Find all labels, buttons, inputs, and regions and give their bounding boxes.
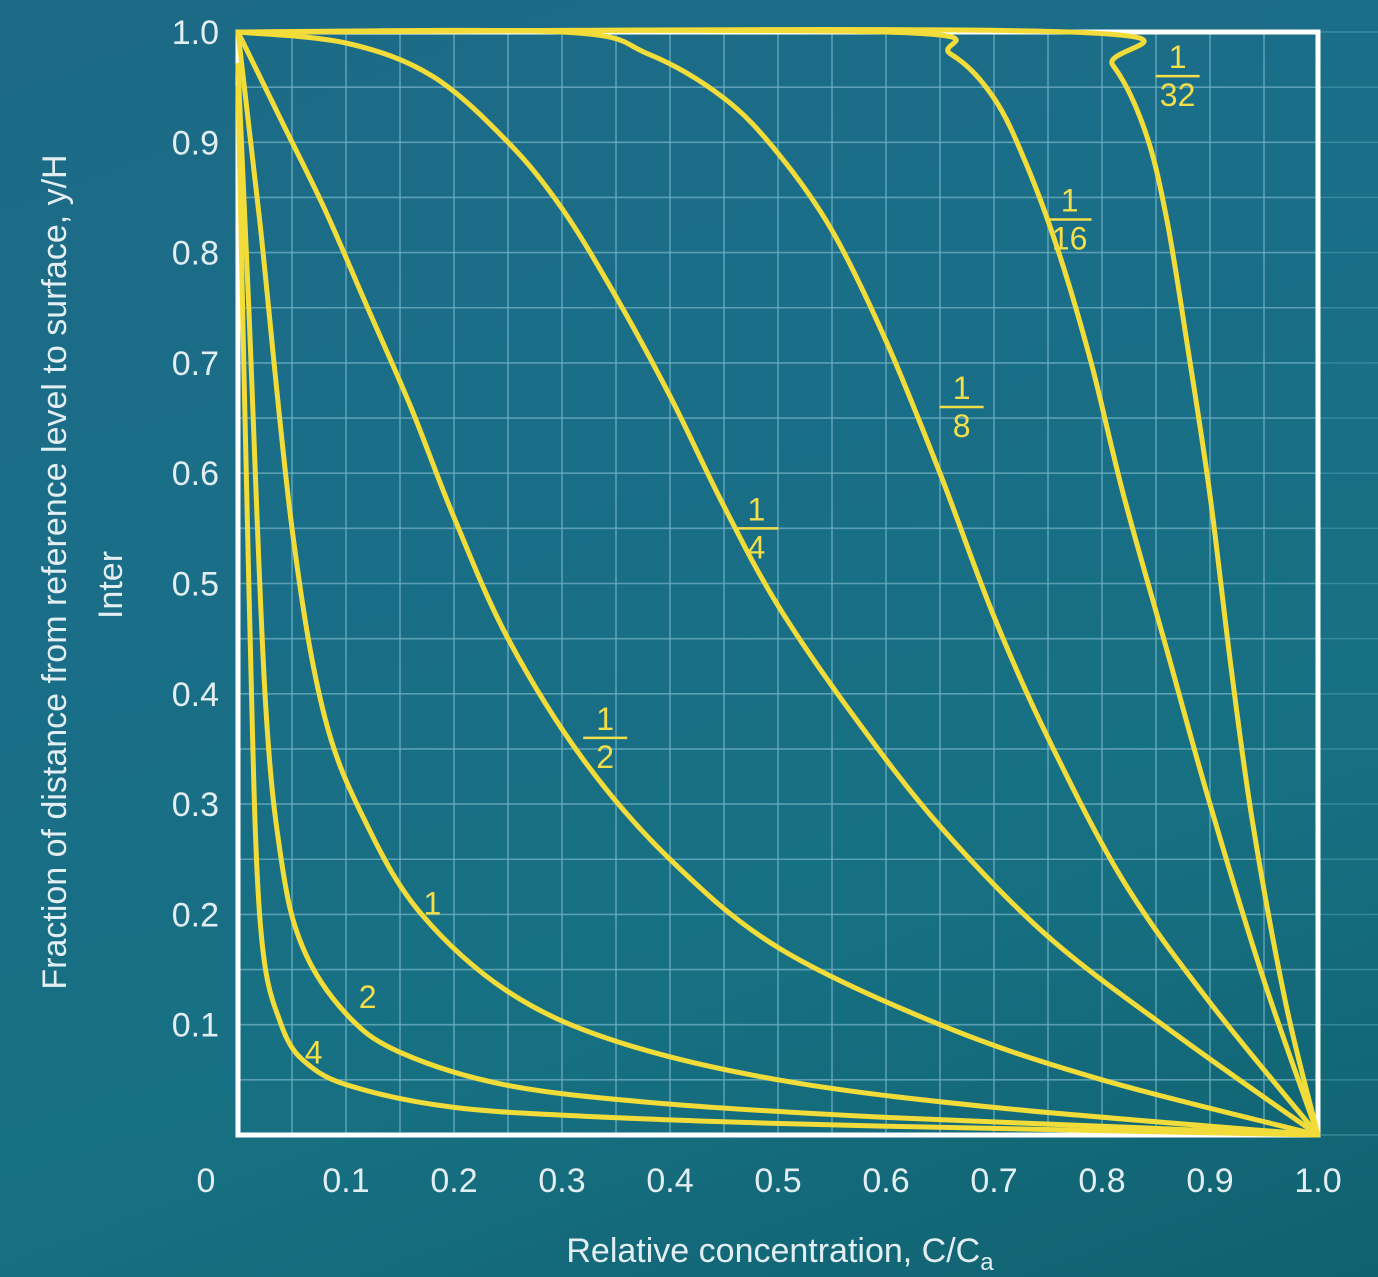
- y-tick-label: 0.1: [172, 1007, 219, 1045]
- y-tick-label: 0.5: [172, 566, 219, 604]
- curve-label-1-over-32: 132: [1155, 39, 1200, 113]
- curve-label-1: 1: [424, 885, 442, 921]
- x-tick-labels: 0 0.1 0.2 0.3 0.4 0.5 0.6 0.7 0.8 0.9 1.0: [197, 1162, 1342, 1200]
- y-tick-label: 0.7: [172, 345, 219, 383]
- curve-label-2: 2: [359, 979, 377, 1015]
- curve-label-numerator: 1: [1061, 183, 1079, 219]
- curve-label-1-over-2: 12: [583, 701, 628, 775]
- x-tick-label: 0.6: [862, 1162, 909, 1200]
- x-axis-title-subscript: a: [980, 1249, 994, 1276]
- x-tick-label: 0.3: [538, 1162, 585, 1200]
- y-tick-label: 0.3: [172, 786, 219, 824]
- y-tick-label: 0.4: [172, 676, 219, 714]
- x-tick-label: 0.9: [1186, 1162, 1233, 1200]
- curve-z-1: [235, 29, 1321, 1138]
- curve-z-1-over-2: [235, 29, 1321, 1138]
- x-tick-label: 1.0: [1294, 1162, 1341, 1200]
- curve-label-numerator: 1: [748, 491, 766, 527]
- curve-z-4: [235, 84, 1321, 1138]
- y-axis-secondary-label: Inter: [92, 551, 130, 619]
- y-tick-label: 1.0: [172, 14, 219, 52]
- curve-z-2: [235, 62, 1321, 1138]
- curve-label-denominator: 32: [1160, 77, 1196, 113]
- curve-label-denominator: 16: [1052, 221, 1088, 257]
- curve-label-1-over-4: 14: [734, 491, 779, 565]
- curve-label-number: 4: [305, 1034, 323, 1070]
- x-axis-title-main: Relative concentration, C/C: [566, 1232, 980, 1270]
- curves: [235, 27, 1321, 1138]
- curve-label-denominator: 4: [748, 529, 766, 565]
- curve-label-number: 1: [424, 885, 442, 921]
- curve-label-number: 2: [359, 979, 377, 1015]
- curve-z-1-over-4: [235, 29, 1321, 1138]
- x-tick-label: 0.8: [1078, 1162, 1125, 1200]
- x-tick-label: 0.2: [430, 1162, 477, 1200]
- curve-label-1-over-16: 116: [1047, 183, 1092, 257]
- curve-z-1-over-8: [235, 27, 1321, 1138]
- y-tick-label: 0.8: [172, 235, 219, 273]
- y-tick-label: 0.2: [172, 896, 219, 934]
- y-tick-labels: 0.1 0.2 0.3 0.4 0.5 0.6 0.7 0.8 0.9 1.0: [172, 14, 219, 1045]
- x-tick-label: 0.7: [970, 1162, 1017, 1200]
- x-axis-title: Relative concentration, C/Ca: [566, 1232, 994, 1276]
- x-tick-label: 0.5: [754, 1162, 801, 1200]
- x-tick-label: 0.1: [322, 1162, 369, 1200]
- x-tick-label: 0: [197, 1162, 216, 1200]
- outer-grid-stubs: [1318, 31, 1378, 1136]
- curve-label-numerator: 1: [953, 370, 971, 406]
- y-tick-label: 0.6: [172, 455, 219, 493]
- curve-label-numerator: 1: [1169, 39, 1187, 75]
- curve-label-denominator: 2: [596, 739, 614, 775]
- curve-label-numerator: 1: [596, 701, 614, 737]
- curve-label-1-over-8: 18: [939, 370, 984, 444]
- curve-z-1-over-32: [235, 27, 1321, 1138]
- curve-label-4: 4: [305, 1034, 323, 1070]
- y-axis-title: Fraction of distance from reference leve…: [36, 154, 74, 989]
- x-tick-label: 0.4: [646, 1162, 693, 1200]
- grid: [238, 32, 1318, 1135]
- y-tick-label: 0.9: [172, 124, 219, 162]
- curve-label-denominator: 8: [953, 408, 971, 444]
